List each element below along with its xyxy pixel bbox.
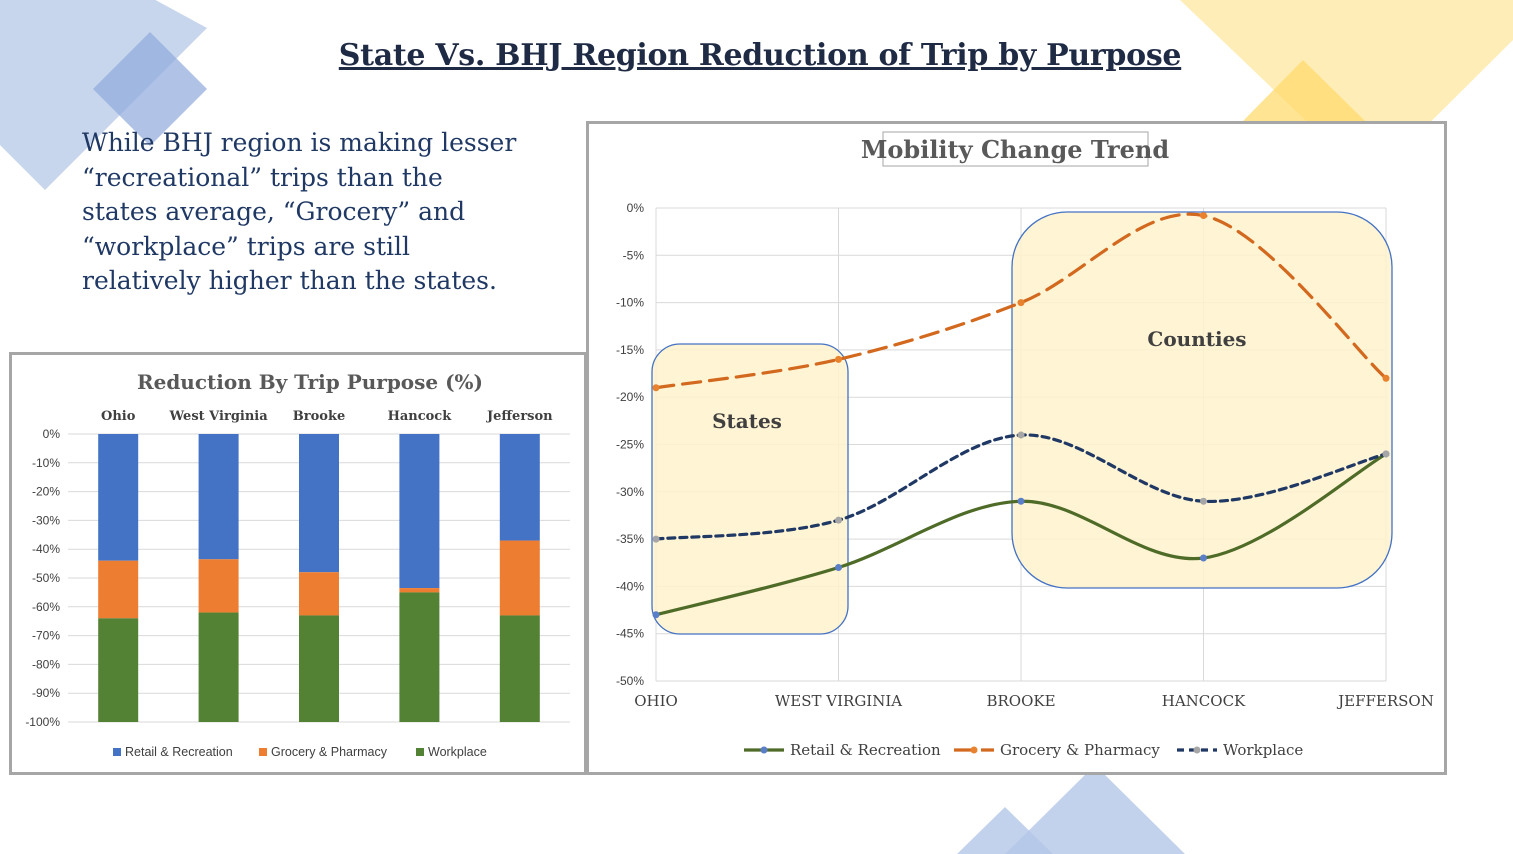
series-point-marker [1200,554,1207,562]
bar-legend-swatch [113,748,121,756]
bar-segment [499,615,540,722]
series-point-marker [1017,497,1025,505]
line-category-label: BROOKE [986,692,1055,710]
bar-legend-swatch [259,748,267,756]
line-y-tick-label: -30% [616,485,644,499]
series-point-marker [835,516,842,524]
bar-y-tick-label: -20% [32,485,60,499]
series-point-marker [1200,212,1207,220]
line-category-label: HANCOCK [1162,692,1246,710]
bar-segment [198,612,239,722]
bar-legend-label: Retail & Recreation [125,745,233,759]
stacked-bar-chart: Reduction By Trip Purpose (%) 0% -10% -20% -… [9,352,587,775]
bar-y-tick-label: 0% [43,427,61,441]
region-annotation-label: States [712,409,782,433]
bar-legend-label: Grocery & Pharmacy [271,745,388,759]
series-point-marker [835,355,842,363]
line-chart-svg: Mobility Change Trend 0% -5% -10% -15% -20% -2… [616,131,1434,759]
body-line: relatively higher than the states. [82,266,497,295]
series-point-marker [835,563,842,571]
line-y-tick-label: -50% [616,674,644,688]
series-point-marker [1017,299,1025,307]
bar-segment [198,434,239,560]
line-y-tick-label: -45% [616,627,644,641]
bar-y-tick-label: -30% [32,513,60,527]
body-line: states average, “Grocery” and [82,197,466,226]
bar-y-tick-label: -70% [32,629,60,643]
body-line: “recreational” trips than the [82,162,443,192]
region-annotation-label: Counties [1147,327,1246,351]
bar-segment [198,559,239,613]
bar-legend-swatch [416,748,424,756]
line-y-tick-label: -20% [616,390,644,404]
line-y-tick-label: -40% [616,579,644,593]
blue-triangle-shape [1005,765,1185,854]
blue-diamond-shape [93,32,207,146]
bar-y-tick-label: -90% [32,686,60,700]
bar-y-tick-label: -100% [25,715,60,729]
blue-triangle-shape [957,807,1053,854]
series-line [654,212,1388,390]
line-legend-marker [760,746,768,754]
bar-y-tick-label: -40% [32,542,60,556]
series-point-marker [1200,497,1207,505]
bar-chart-title: Reduction By Trip Purpose (%) [137,370,483,394]
bar-segment [399,434,440,589]
bar-segment [98,434,139,561]
bar-category-label: Hancock [388,409,453,424]
bar-category-label: Jefferson [486,409,553,424]
bar-segment [499,434,540,541]
line-chart-title-box [882,131,1149,167]
line-y-tick-label: -25% [616,438,644,452]
line-y-tick-label: -10% [616,296,644,310]
series-point-marker [1382,374,1390,382]
bar-segment [399,592,440,722]
bar-legend-label: Workplace [428,745,487,759]
line-y-tick-label: -35% [616,532,644,546]
bar-y-tick-label: -50% [32,571,60,585]
series-point-marker [1382,450,1390,458]
body-line: While BHJ region is making lesser [82,128,517,157]
yellow-triangle-shape [1180,0,1513,182]
line-y-tick-label: -5% [623,248,645,262]
bar-segment [98,560,139,619]
bar-segment [299,572,339,616]
line-legend-label: Workplace [1223,741,1303,759]
line-category-label: OHIO [634,692,678,710]
region-annotation-box [1011,211,1393,589]
line-legend-marker [1193,746,1201,754]
line-legend-label: Retail & Recreation [790,741,941,759]
line-legend-label: Grocery & Pharmacy [1000,741,1160,759]
bar-category-label: Ohio [101,409,136,424]
line-category-label: JEFFERSON [1336,692,1434,710]
bar-segment [98,618,139,722]
series-point-marker [652,535,660,543]
bar-y-tick-label: -60% [32,600,60,614]
bar-segment [399,588,440,593]
body-text: While BHJ region is making lesser “recre… [82,126,522,299]
body-line: “workplace” trips are still [82,231,410,261]
bar-segment [299,434,339,573]
line-chart-title: Mobility Change Trend [861,135,1170,164]
bar-category-label: Brooke [293,409,345,424]
stacked-bar-chart-svg: Reduction By Trip Purpose (%) 0% -10% -20% -… [25,370,570,759]
bar-segment [499,540,540,616]
line-y-tick-label: 0% [627,201,645,215]
line-y-tick-label: -15% [616,343,644,357]
line-chart: Mobility Change Trend 0% -5% -10% -15% -20% -2… [586,121,1447,775]
bar-category-label: West Virginia [169,409,269,424]
line-category-label: WEST VIRGINIA [775,692,902,710]
slide-title: State Vs. BHJ Region Reduction of Trip b… [338,38,1182,73]
line-legend-marker [970,746,978,754]
bar-y-tick-label: -10% [32,456,60,470]
series-point-marker [652,384,660,392]
bar-y-tick-label: -80% [32,657,60,671]
bar-segment [299,615,339,722]
series-point-marker [652,611,660,619]
region-annotation-box [651,343,849,635]
series-point-marker [1017,431,1025,439]
